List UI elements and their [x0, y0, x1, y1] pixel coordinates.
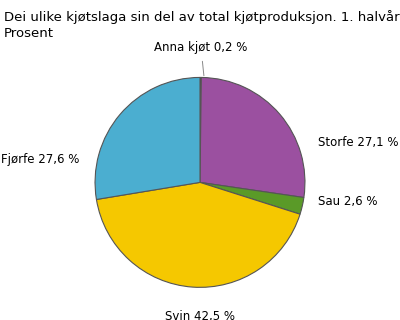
- Wedge shape: [96, 182, 300, 287]
- Text: Svin 42,5 %: Svin 42,5 %: [165, 310, 235, 320]
- Text: Storfe 27,1 %: Storfe 27,1 %: [318, 136, 398, 149]
- Wedge shape: [95, 77, 200, 199]
- Text: Sau 2,6 %: Sau 2,6 %: [318, 195, 377, 208]
- Wedge shape: [200, 182, 304, 214]
- Wedge shape: [200, 77, 201, 182]
- Text: Dei ulike kjøtslaga sin del av total kjøtproduksjon. 1. halvår 2009.
Prosent: Dei ulike kjøtslaga sin del av total kjø…: [4, 10, 400, 40]
- Wedge shape: [200, 77, 305, 197]
- Text: Fjørfe 27,6 %: Fjørfe 27,6 %: [1, 153, 79, 166]
- Text: Anna kjøt 0,2 %: Anna kjøt 0,2 %: [154, 41, 248, 54]
